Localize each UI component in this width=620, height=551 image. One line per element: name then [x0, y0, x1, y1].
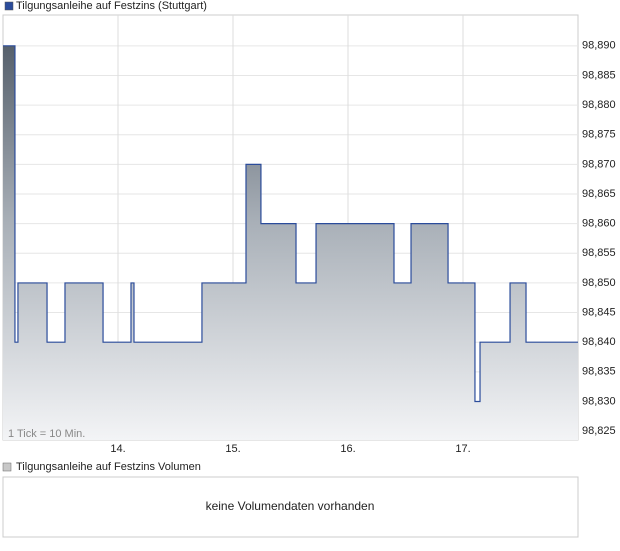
- y-tick-label: 98,870: [582, 158, 616, 170]
- y-tick-label: 98,890: [582, 40, 616, 52]
- volume-panel: [2, 476, 579, 538]
- y-tick-label: 98,855: [582, 247, 616, 259]
- legend-label: Tilgungsanleihe auf Festzins (Stuttgart): [16, 0, 207, 12]
- y-tick-label: 98,845: [582, 306, 616, 318]
- y-tick-label: 98,875: [582, 129, 616, 141]
- y-tick-label: 98,860: [582, 218, 616, 230]
- y-tick-label: 98,835: [582, 366, 616, 378]
- volume-message: keine Volumendaten vorhanden: [206, 499, 375, 513]
- y-tick-label: 98,840: [582, 336, 616, 348]
- volume-legend-swatch: [2, 462, 12, 472]
- line: [3, 45, 578, 403]
- x-tick-label: 16.: [340, 443, 355, 455]
- x-tick-label: 17.: [455, 443, 470, 455]
- x-tick-label: 15.: [225, 443, 240, 455]
- x-tick-label: 14.: [110, 443, 125, 455]
- y-tick-label: 98,850: [582, 277, 616, 289]
- y-tick-label: 98,865: [582, 188, 616, 200]
- y-tick-label: 98,830: [582, 395, 616, 407]
- y-tick-label: 98,825: [582, 425, 616, 437]
- area: [3, 45, 578, 440]
- volume-legend-label: Tilgungsanleihe auf Festzins Volumen: [16, 461, 201, 473]
- tick-note: 1 Tick = 10 Min.: [8, 428, 85, 440]
- y-tick-label: 98,885: [582, 69, 616, 81]
- legend-swatch: [4, 1, 14, 11]
- y-tick-label: 98,880: [582, 99, 616, 111]
